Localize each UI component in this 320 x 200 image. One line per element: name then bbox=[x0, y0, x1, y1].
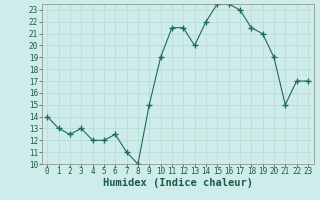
X-axis label: Humidex (Indice chaleur): Humidex (Indice chaleur) bbox=[103, 178, 252, 188]
